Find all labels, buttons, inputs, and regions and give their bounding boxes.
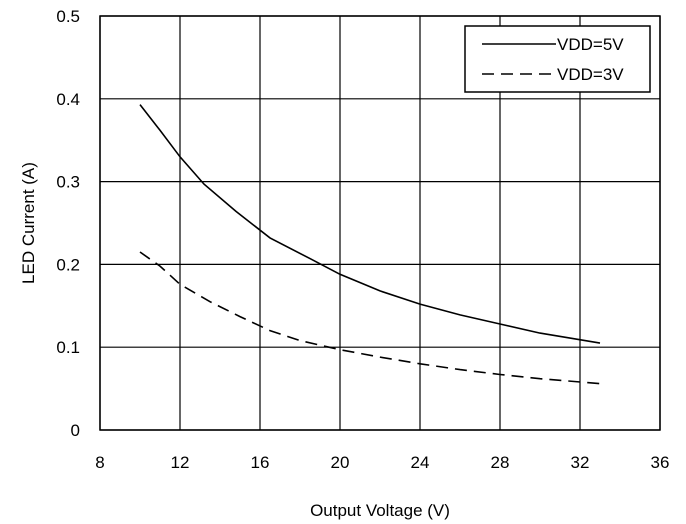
x-tick-labels: 8 12 16 20 24 28 32 36 (95, 453, 669, 472)
x-tick-label: 32 (571, 453, 590, 472)
y-tick-label: 0 (71, 421, 80, 440)
y-tick-label: 0.3 (56, 173, 80, 192)
x-axis-label: Output Voltage (V) (310, 501, 450, 520)
y-tick-label: 0.4 (56, 90, 80, 109)
x-tick-label: 24 (411, 453, 430, 472)
series-line-2 (139, 251, 601, 385)
legend-label-2: VDD=3V (557, 65, 624, 84)
plot-frame (99, 15, 661, 431)
legend-box (464, 25, 651, 93)
x-tick-label: 36 (651, 453, 670, 472)
y-tick-label: 0.2 (56, 255, 80, 274)
x-tick-label: 20 (331, 453, 350, 472)
x-tick-label: 8 (95, 453, 104, 472)
y-axis-label: LED Current (A) (19, 162, 38, 284)
series-layer (139, 104, 601, 385)
legend: VDD=5V VDD=3V (464, 25, 651, 93)
x-tick-label: 28 (491, 453, 510, 472)
legend-label-1: VDD=5V (557, 35, 624, 54)
series-line-1 (139, 104, 601, 344)
y-tick-label: 0.5 (56, 7, 80, 26)
y-tick-labels: 0 0.1 0.2 0.3 0.4 0.5 (56, 7, 80, 440)
x-tick-label: 16 (251, 453, 270, 472)
x-tick-label: 12 (171, 453, 190, 472)
y-tick-label: 0.1 (56, 338, 80, 357)
